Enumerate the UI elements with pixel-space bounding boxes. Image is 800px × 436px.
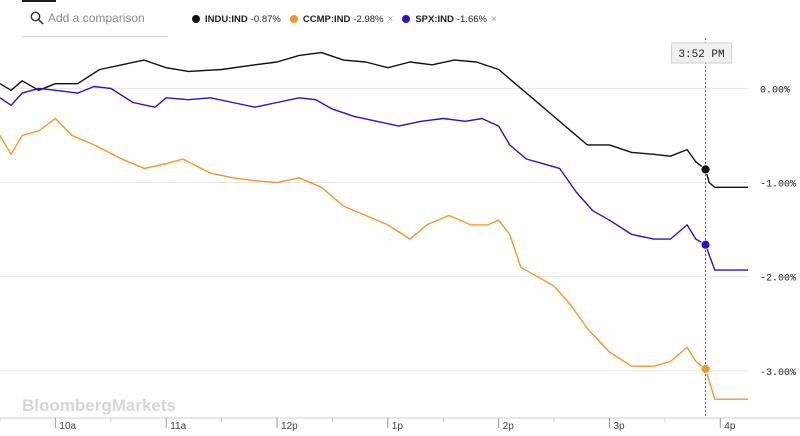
remove-ccmp-button[interactable]: × — [387, 13, 394, 25]
x-tick-label: 4p — [724, 421, 736, 432]
comparison-search[interactable] — [22, 0, 168, 37]
x-tick-label: 3p — [613, 421, 625, 432]
legend-dot-spx — [402, 15, 411, 23]
legend-change-indu: -0.87% — [250, 13, 281, 25]
x-tick-label: 10a — [59, 421, 76, 432]
cursor-layer: 3:52 PM — [671, 38, 733, 418]
series-line-spx — [0, 85, 748, 271]
cursor-marker-ccmp — [700, 364, 711, 374]
legend-dot-indu — [192, 15, 200, 23]
axis-layer: 0.00% -1.00% -2.00% -3.00% 10a 11a 12p 1p 2p 3p 4p — [0, 85, 800, 432]
legend-change-ccmp: -2.98% — [353, 13, 384, 25]
legend-item-spx: SPX:IND -1.66% × — [402, 14, 497, 25]
grid-layer — [0, 87, 748, 372]
legend-symbol-indu: INDU:IND — [205, 13, 248, 25]
y-tick-label: -2.00% — [760, 274, 796, 285]
x-tick-label: 2p — [503, 421, 515, 432]
x-tick-label: 11a — [170, 421, 186, 432]
series-line-ccmp — [0, 117, 748, 400]
legend-symbol-ccmp: CCMP:IND — [302, 13, 351, 25]
lines-layer — [0, 51, 748, 400]
comparison-search-input[interactable] — [48, 9, 166, 27]
x-tick-label: 12p — [281, 421, 298, 432]
top-bar: INDU:IND -0.87% CCMP:IND -2.98% × SPX:IN… — [0, 0, 800, 38]
cursor-time-box — [671, 42, 733, 64]
cursor-marker-indu — [700, 164, 711, 175]
y-tick-label: -3.00% — [760, 368, 796, 379]
bloomberg-watermark: BloombergMarkets — [22, 396, 176, 415]
legend-dot-ccmp — [289, 15, 298, 23]
y-tick-label: 0.00% — [760, 85, 790, 96]
cursor-marker-spx — [700, 239, 711, 250]
y-tick-label: -1.00% — [760, 180, 796, 191]
legend-change-spx: -1.66% — [456, 13, 487, 25]
cursor-time-label: 3:52 PM — [678, 49, 724, 61]
legend-item-ccmp: CCMP:IND -2.98% × — [289, 13, 394, 25]
intraday-chart[interactable]: BloombergMarkets 3:52 PM 0.00% -1.00% -2.0… — [0, 38, 800, 436]
legend-symbol-spx: SPX:IND — [415, 13, 454, 25]
x-tick-label: 1p — [392, 421, 404, 432]
search-icon — [30, 11, 44, 25]
remove-spx-button[interactable]: × — [490, 13, 497, 25]
search-accent-bar — [22, 0, 56, 2]
series-line-indu — [0, 51, 748, 188]
series-legend: INDU:IND -0.87% CCMP:IND -2.98% × SPX:IN… — [192, 11, 506, 27]
legend-item-indu: INDU:IND -0.87% — [192, 14, 281, 25]
